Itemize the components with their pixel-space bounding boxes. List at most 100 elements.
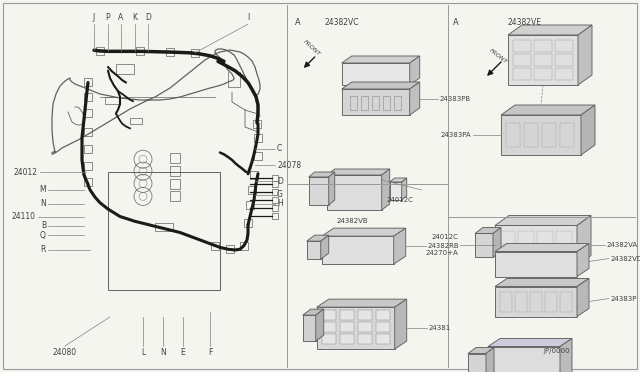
Polygon shape <box>508 35 578 85</box>
Polygon shape <box>501 115 581 155</box>
Polygon shape <box>322 236 394 264</box>
Polygon shape <box>495 286 577 317</box>
Text: F: F <box>208 348 212 357</box>
Text: 24012C: 24012C <box>431 234 458 240</box>
Text: 24382VE: 24382VE <box>508 18 542 27</box>
Polygon shape <box>303 315 316 341</box>
Bar <box>322 334 336 344</box>
Bar <box>84 162 92 170</box>
Bar <box>340 334 354 344</box>
Polygon shape <box>381 169 390 210</box>
Polygon shape <box>508 25 592 35</box>
Bar <box>191 49 199 57</box>
Polygon shape <box>468 347 494 353</box>
Bar <box>555 68 573 80</box>
Polygon shape <box>577 279 589 317</box>
Bar <box>272 181 278 187</box>
Polygon shape <box>495 244 589 251</box>
Bar <box>248 186 256 194</box>
Bar <box>518 247 534 260</box>
Polygon shape <box>342 89 410 115</box>
Polygon shape <box>322 228 406 236</box>
Bar <box>534 40 552 52</box>
Bar <box>506 123 520 147</box>
Polygon shape <box>402 178 407 200</box>
Bar <box>253 119 261 128</box>
Polygon shape <box>475 234 493 257</box>
Text: G: G <box>277 190 283 199</box>
Text: M: M <box>40 185 46 194</box>
Text: D: D <box>277 177 283 186</box>
Bar <box>537 231 553 244</box>
Text: 24270+A: 24270+A <box>425 250 458 257</box>
Polygon shape <box>577 215 591 266</box>
Bar <box>96 47 104 55</box>
Bar <box>340 310 354 320</box>
Polygon shape <box>308 177 329 205</box>
Bar <box>518 231 534 244</box>
Bar <box>130 118 142 124</box>
Bar <box>272 175 278 181</box>
Bar <box>358 322 372 332</box>
Polygon shape <box>577 244 589 276</box>
Polygon shape <box>317 307 395 349</box>
Polygon shape <box>303 309 324 315</box>
Text: R: R <box>40 246 46 254</box>
Bar <box>84 128 92 136</box>
Polygon shape <box>342 56 420 63</box>
Text: N: N <box>160 348 166 357</box>
Bar <box>170 179 180 189</box>
Bar <box>166 48 174 56</box>
Bar <box>84 93 92 102</box>
Polygon shape <box>488 346 560 372</box>
Bar <box>513 54 531 66</box>
Text: 24382RB: 24382RB <box>428 243 460 249</box>
Text: 24382VA: 24382VA <box>607 243 638 248</box>
Text: N: N <box>40 199 46 208</box>
Polygon shape <box>307 235 329 241</box>
Text: JP/0000: JP/0000 <box>543 348 570 354</box>
Bar <box>340 322 354 332</box>
Text: 24078: 24078 <box>277 161 301 170</box>
Polygon shape <box>410 82 420 115</box>
Bar <box>272 197 278 203</box>
Polygon shape <box>475 228 501 234</box>
Bar <box>542 123 556 147</box>
Bar <box>254 134 262 142</box>
Text: D: D <box>145 13 151 22</box>
Bar <box>500 292 512 311</box>
Polygon shape <box>317 299 407 307</box>
Bar <box>513 40 531 52</box>
Bar <box>170 192 180 201</box>
Bar <box>155 223 173 231</box>
Text: J: J <box>93 13 95 22</box>
Bar <box>272 189 278 195</box>
Bar <box>349 96 356 110</box>
Polygon shape <box>329 172 335 205</box>
Polygon shape <box>342 63 410 85</box>
Bar <box>376 322 390 332</box>
Bar <box>530 292 542 311</box>
Polygon shape <box>394 228 406 264</box>
Bar <box>394 96 401 110</box>
Bar <box>376 310 390 320</box>
Polygon shape <box>495 251 577 276</box>
Bar <box>358 334 372 344</box>
Text: K: K <box>132 13 138 22</box>
Text: A: A <box>453 18 459 27</box>
Text: A: A <box>295 18 300 27</box>
Bar <box>170 153 180 163</box>
Bar <box>515 292 527 311</box>
Bar <box>84 78 92 86</box>
Text: H: H <box>277 199 283 208</box>
Polygon shape <box>488 339 572 346</box>
Bar <box>170 166 180 176</box>
Polygon shape <box>307 241 321 259</box>
Text: Q: Q <box>40 231 46 240</box>
Bar <box>136 47 144 55</box>
Polygon shape <box>495 225 577 266</box>
Bar <box>116 64 134 74</box>
Bar <box>84 145 92 153</box>
Text: 24382VD: 24382VD <box>611 256 640 262</box>
Bar <box>383 96 390 110</box>
